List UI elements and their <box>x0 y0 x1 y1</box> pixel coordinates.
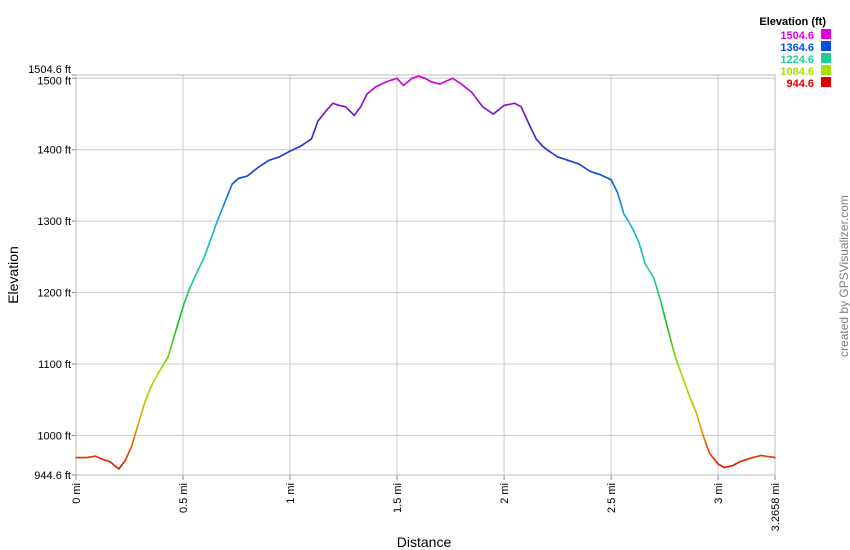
legend-swatch <box>821 53 831 63</box>
y-tick-label: 1000 ft <box>37 430 71 442</box>
credit-text: created by GPSVisualizer.com <box>837 195 850 357</box>
elevation-segment <box>173 329 177 337</box>
y-tick-label: 1300 ft <box>37 216 71 228</box>
x-tick-label: 2 mi <box>499 483 511 504</box>
legend-label: 1084.6 <box>780 66 814 78</box>
x-tick-label: 3 mi <box>713 483 725 504</box>
x-tick-label: 1.5 mi <box>392 483 404 513</box>
x-tick-labels: 0 mi 0.5 mi 1 mi 1.5 mi 2 mi 2.5 mi 3 mi 3.2658… <box>71 483 782 531</box>
elevation-segment <box>175 325 179 332</box>
elevation-segment <box>668 334 672 342</box>
legend-label: 1504.6 <box>780 30 814 42</box>
elevation-segment <box>177 315 181 322</box>
legend-swatch <box>821 77 831 87</box>
elevation-segment <box>673 350 677 358</box>
elevation-segment <box>671 345 675 353</box>
y-tick-label: 1100 ft <box>38 359 71 371</box>
y-tick-label: 944.6 ft <box>34 470 71 482</box>
x-tick-label: 2.5 mi <box>606 483 618 513</box>
x-tick-label: 1 mi <box>285 483 297 504</box>
elevation-segment <box>180 306 184 313</box>
x-tick-label: 0.5 mi <box>178 483 190 513</box>
elevation-segment <box>670 339 674 347</box>
elevation-segment <box>667 329 671 337</box>
x-tick-label: 0 mi <box>71 483 83 504</box>
x-axis-title: Distance <box>397 534 452 550</box>
legend-swatch <box>821 29 831 39</box>
legend-swatch <box>821 65 831 75</box>
elevation-segment <box>176 320 180 327</box>
legend-title: Elevation (ft) <box>759 16 826 28</box>
elevation-segment <box>665 323 669 331</box>
y-axis-title: Elevation <box>5 246 21 304</box>
grid <box>72 74 776 480</box>
legend-label: 944.6 <box>786 78 814 90</box>
legend-label: 1364.6 <box>780 42 814 54</box>
plot-frame <box>75 74 776 476</box>
legend-label: 1224.6 <box>780 54 814 66</box>
elevation-segment <box>179 310 183 318</box>
y-tick-label: 1400 ft <box>37 145 71 157</box>
y-tick-label: 1500 ft <box>37 75 71 87</box>
elevation-line <box>75 75 776 470</box>
y-tick-label: 1200 ft <box>37 288 71 300</box>
legend: Elevation (ft) 1504.61364.61224.61084.69… <box>759 16 831 90</box>
y-tick-label: 1504.6 ft <box>28 64 71 76</box>
legend-swatch <box>821 41 831 51</box>
y-tick-labels: 944.6 ft 1000 ft 1100 ft 1200 ft 1300 ft 1400… <box>28 64 71 482</box>
x-tick-label: 3.2658 mi <box>770 483 782 531</box>
